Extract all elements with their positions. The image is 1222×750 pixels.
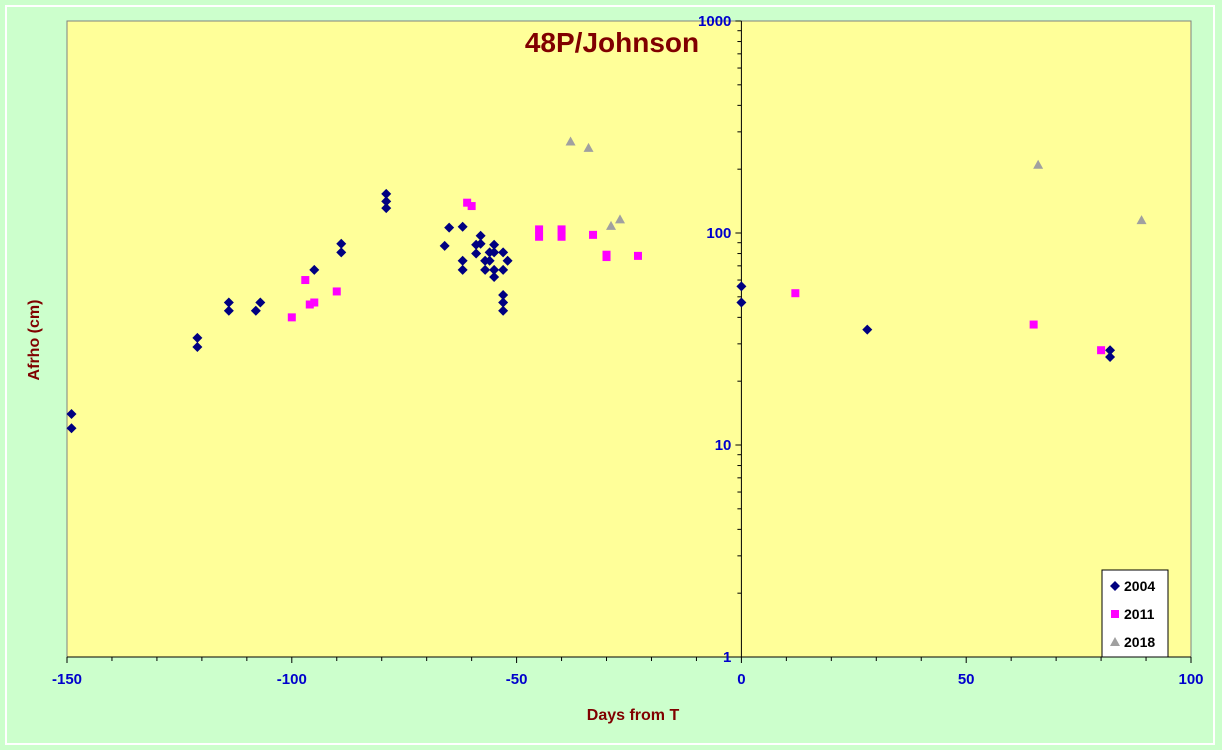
data-point-2004 bbox=[309, 264, 320, 275]
data-point-2011 bbox=[557, 225, 566, 234]
data-point-2004 bbox=[489, 272, 500, 283]
x-tick-label: 100 bbox=[1178, 671, 1203, 688]
data-point-2004 bbox=[66, 423, 77, 434]
data-point-2018 bbox=[1033, 159, 1044, 169]
data-point-2018 bbox=[606, 220, 617, 230]
legend-marker-2018 bbox=[1110, 637, 1120, 646]
plot-area bbox=[66, 20, 1192, 658]
data-point-2004 bbox=[471, 248, 482, 259]
data-point-2011 bbox=[589, 230, 598, 239]
data-point-2004 bbox=[489, 239, 500, 250]
data-point-2004 bbox=[498, 289, 509, 300]
data-point-2011 bbox=[535, 232, 544, 241]
data-point-2004 bbox=[66, 409, 77, 420]
data-point-2004 bbox=[223, 297, 234, 308]
data-point-2004 bbox=[381, 203, 392, 214]
legend-label: 2004 bbox=[1124, 578, 1155, 594]
data-point-2011 bbox=[287, 313, 296, 322]
data-point-2004 bbox=[336, 238, 347, 249]
y-tick-label: 10 bbox=[715, 437, 732, 454]
data-point-2004 bbox=[439, 240, 450, 251]
data-point-2004 bbox=[381, 196, 392, 207]
chart-frame bbox=[5, 5, 1215, 745]
data-point-2004 bbox=[498, 305, 509, 316]
data-point-2004 bbox=[250, 305, 261, 316]
data-point-2004 bbox=[484, 255, 495, 266]
data-point-2004 bbox=[1105, 345, 1116, 356]
data-point-2011 bbox=[602, 253, 611, 262]
legend-label: 2018 bbox=[1124, 634, 1155, 650]
x-tick-label: 0 bbox=[737, 671, 745, 688]
data-point-2004 bbox=[457, 255, 468, 266]
data-point-2011 bbox=[1029, 320, 1038, 329]
data-point-2004 bbox=[736, 281, 747, 292]
legend-item-2004: 2004 bbox=[1110, 578, 1155, 594]
data-point-2004 bbox=[255, 297, 266, 308]
data-point-2011 bbox=[463, 198, 472, 207]
data-point-2011 bbox=[301, 276, 310, 285]
series-2004 bbox=[66, 188, 1116, 434]
data-point-2004 bbox=[498, 297, 509, 308]
data-point-2004 bbox=[489, 264, 500, 275]
data-point-2018 bbox=[583, 142, 594, 152]
data-point-2004 bbox=[498, 247, 509, 258]
data-point-2004 bbox=[223, 305, 234, 316]
data-point-2004 bbox=[336, 247, 347, 258]
data-point-2004 bbox=[489, 247, 500, 258]
data-point-2004 bbox=[502, 255, 513, 266]
data-point-2011 bbox=[791, 289, 800, 298]
y-tick-label: 100 bbox=[706, 225, 731, 242]
y-tick-label: 1 bbox=[723, 649, 731, 666]
data-point-2011 bbox=[557, 232, 566, 241]
data-point-2018 bbox=[565, 136, 576, 146]
data-point-2018 bbox=[615, 214, 626, 224]
data-point-2004 bbox=[480, 264, 491, 275]
x-tick-label: 50 bbox=[958, 671, 975, 688]
data-point-2011 bbox=[535, 225, 544, 234]
data-point-2004 bbox=[457, 264, 468, 275]
y-tick-label: 1000 bbox=[698, 13, 731, 30]
chart-title: 48P/Johnson bbox=[525, 27, 699, 58]
data-point-2004 bbox=[381, 188, 392, 199]
data-point-2018 bbox=[1136, 215, 1147, 225]
x-tick-label: -100 bbox=[277, 671, 307, 688]
data-marks bbox=[66, 136, 1147, 434]
data-point-2004 bbox=[192, 341, 203, 352]
x-tick-label: -50 bbox=[506, 671, 528, 688]
legend-marker-2004 bbox=[1110, 581, 1120, 591]
data-point-2004 bbox=[475, 238, 486, 249]
legend-marker-2011 bbox=[1111, 610, 1119, 618]
data-point-2004 bbox=[862, 324, 873, 335]
x-axis-title: Days from T bbox=[587, 707, 680, 724]
data-point-2011 bbox=[332, 287, 341, 296]
axes: -150 -100 -50 0 50 100 1 10 100 1000 bbox=[52, 13, 1204, 688]
data-point-2011 bbox=[310, 298, 319, 307]
data-point-2004 bbox=[444, 222, 455, 233]
data-point-2004 bbox=[736, 297, 747, 308]
data-point-2011 bbox=[1097, 346, 1106, 355]
series-2011 bbox=[287, 198, 1106, 355]
legend-label: 2011 bbox=[1124, 606, 1155, 622]
x-tick-label: -150 bbox=[52, 671, 82, 688]
data-point-2011 bbox=[633, 251, 642, 260]
data-point-2004 bbox=[192, 332, 203, 343]
data-point-2011 bbox=[305, 300, 314, 309]
legend-item-2011: 2011 bbox=[1111, 606, 1155, 622]
legend: 2004 2011 2018 bbox=[1101, 569, 1169, 658]
legend-item-2018: 2018 bbox=[1110, 634, 1155, 650]
data-point-2004 bbox=[1105, 352, 1116, 363]
data-point-2011 bbox=[467, 202, 476, 211]
data-point-2004 bbox=[475, 230, 486, 241]
data-point-2004 bbox=[498, 264, 509, 275]
y-axis-title: Afrho (cm) bbox=[26, 300, 43, 381]
series-2018 bbox=[565, 136, 1147, 230]
data-point-2004 bbox=[457, 221, 468, 232]
